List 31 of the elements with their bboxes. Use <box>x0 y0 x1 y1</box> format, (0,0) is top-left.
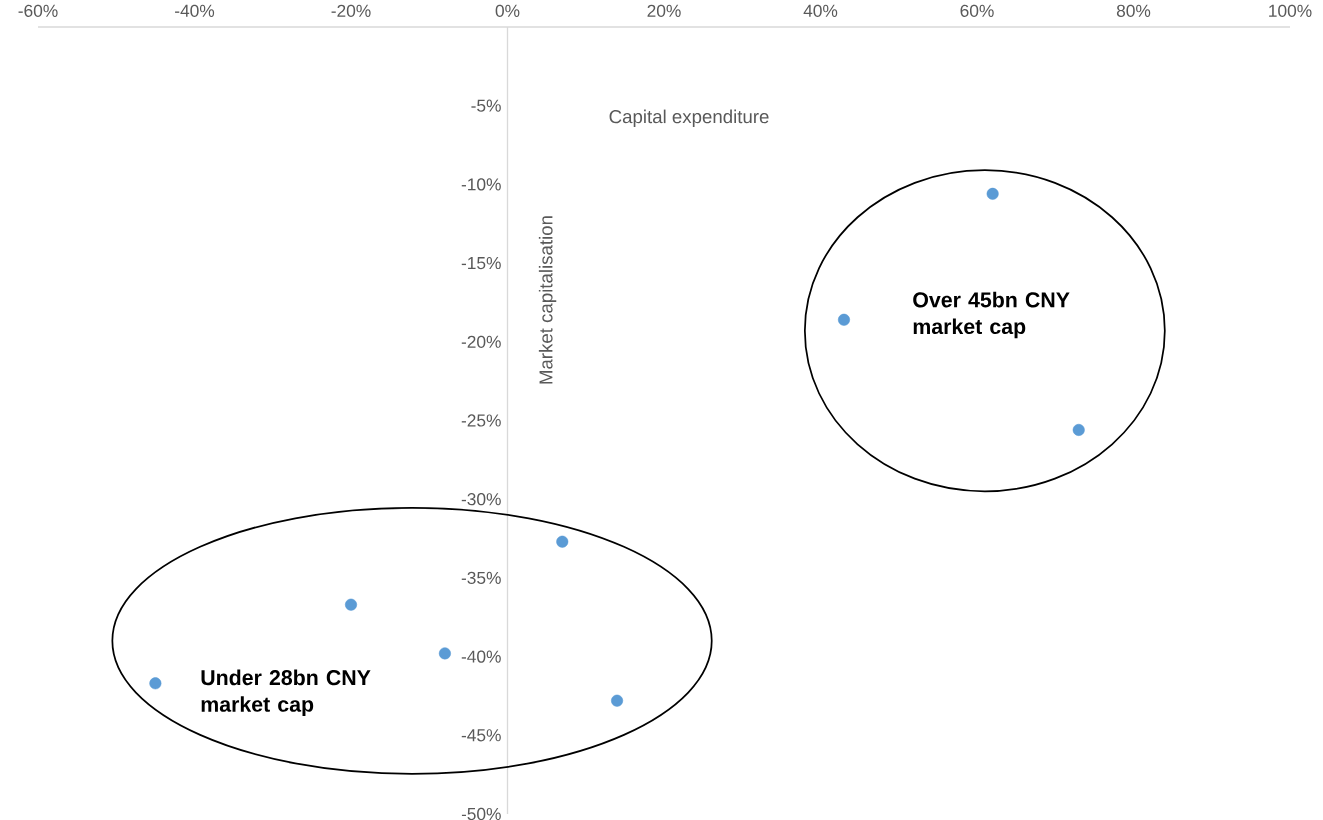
x-tick-label: 20% <box>647 4 681 17</box>
y-tick-label: -10% <box>461 178 501 191</box>
y-tick-label: -30% <box>461 493 501 506</box>
y-tick-label: -25% <box>461 414 501 427</box>
point <box>149 677 162 690</box>
point <box>345 598 358 611</box>
point <box>438 647 451 660</box>
y-tick-label: -15% <box>461 256 501 270</box>
point <box>556 535 569 548</box>
x-axis-title: Capital expenditure <box>609 109 769 127</box>
annotation: Under 28bn CNY market cap <box>201 669 371 717</box>
point <box>986 187 999 200</box>
annotation: Over 45bn CNY market cap <box>913 291 1070 339</box>
x-tick-label: -40% <box>175 4 215 17</box>
x-tick-label: 0% <box>495 4 520 17</box>
x-tick-label: 40% <box>803 4 838 17</box>
y-tick-label: -35% <box>461 571 501 585</box>
y-axis-title: Market capitalisation <box>538 216 557 384</box>
y-tick-label: -5% <box>471 99 501 112</box>
x-tick-label: -60% <box>18 4 58 17</box>
point <box>837 313 850 326</box>
y-tick-label: -40% <box>461 650 501 663</box>
x-tick-label: 100% <box>1269 4 1312 17</box>
y-tick-label: -20% <box>461 335 501 348</box>
y-tick-label: -45% <box>461 729 501 742</box>
point <box>1072 423 1085 436</box>
x-tick-label: 60% <box>960 4 994 17</box>
x-tick-label: -20% <box>331 4 371 17</box>
x-tick-label: 80% <box>1116 4 1151 17</box>
point <box>611 694 624 707</box>
y-tick-label: -50% <box>461 807 501 820</box>
